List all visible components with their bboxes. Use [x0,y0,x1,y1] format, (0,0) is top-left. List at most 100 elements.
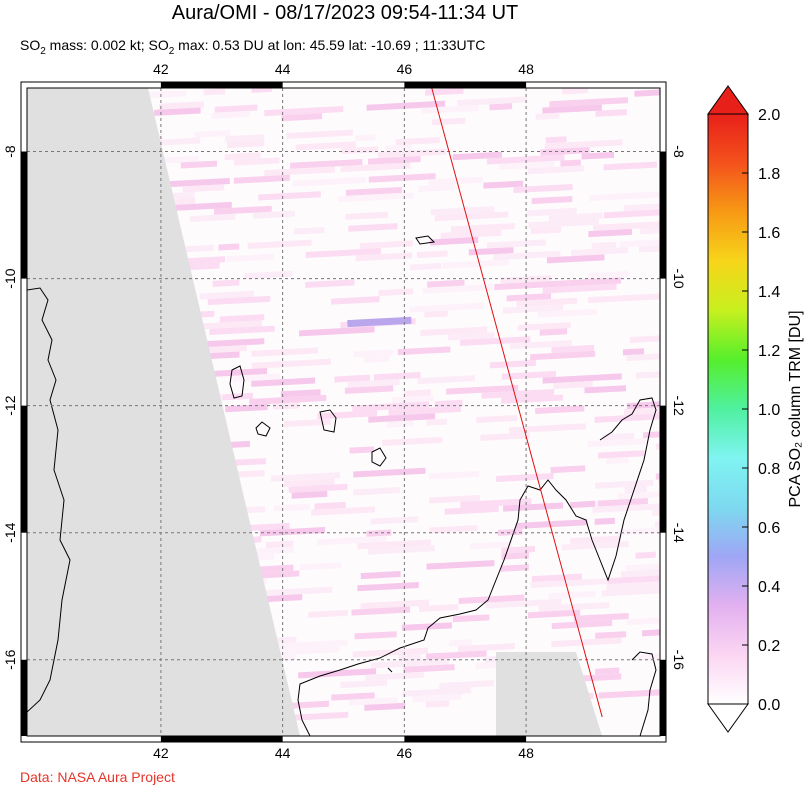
so2-pixel [617,490,660,500]
so2-pixel [251,377,316,387]
chart-subtitle: SO2 mass: 0.002 kt; SO2 max: 0.53 DU at … [20,37,485,57]
so2-pixel [367,545,435,555]
so2-pixel [527,207,577,217]
so2-pixel [637,652,660,661]
so2-pixel [409,302,485,313]
so2-pixel [259,526,325,537]
so2-pixel [530,578,609,589]
so2-pixel [624,486,647,494]
coastline-7 [415,235,436,245]
so2-pixel [620,568,660,578]
so2-pixel [293,226,325,235]
y-tick-label-right--12: -12 [671,396,687,416]
so2-pixel [595,667,620,675]
so2-pixel [233,157,280,166]
colorbar-tick-label-0.8: 0.8 [758,461,780,478]
so2-pixel [535,112,560,120]
so2-pixel [288,483,348,493]
so2-pixel [643,430,660,439]
so2-pixel [416,250,448,259]
so2-pixel [598,450,645,459]
so2-pixel [164,177,230,188]
colorbar-tick-label-0.0: 0.0 [758,697,780,714]
so2-pixel [426,418,448,426]
so2-pixel [486,154,565,165]
so2-pixel [207,295,271,306]
so2-pixel [249,394,327,405]
so2-pixel [359,240,413,250]
so2-pixel [366,100,446,111]
so2-pixel [626,616,660,626]
so2-pixel [443,259,509,269]
colorbar-label: PCA SO₂ column TRM [DU] [787,310,804,507]
so2-pixel [385,144,412,152]
coastline-0 [27,287,71,713]
so2-pixel [347,379,400,388]
so2-pixel [354,631,397,640]
colorbar-tick-label-1.6: 1.6 [758,225,780,242]
y-tick-label-right--10: -10 [671,268,687,288]
so2-pixel [348,223,398,232]
so2-pixel [180,160,218,169]
coastline-6 [371,447,387,467]
so2-pixel [218,243,240,251]
colorbar-max-arrow [707,85,749,115]
so2-pixel [527,165,584,175]
so2-pixel [340,679,388,689]
so2-pixel [516,297,577,307]
so2-pixel [421,104,479,114]
so2-pixel [588,228,632,238]
so2-pixel [271,472,341,482]
so2-pixel [449,639,473,647]
so2-pixel [530,350,596,361]
so2-pixel [635,369,660,379]
so2-pixel [493,250,561,261]
colorbar-tick-label-1.2: 1.2 [758,343,780,360]
so2-pixel [279,711,349,722]
y-tick-label-right--16: -16 [671,650,687,670]
so2-pixel [364,355,390,363]
so2-pixel [290,159,363,169]
so2-pixel [331,296,380,305]
so2-pixel [542,373,622,384]
so2-pixel [485,598,562,609]
so2-pixel [418,184,455,193]
so2-pixel [203,368,268,378]
so2-pixel [595,631,627,639]
so2-pixel [370,516,419,525]
so2-pixel [190,213,236,223]
so2-pixel [542,283,617,294]
so2-pixel [425,88,464,96]
so2-pixel [506,293,552,302]
so2-pixel [252,586,333,597]
frame-segment [21,659,27,736]
so2-pixel [317,535,387,546]
frame-segment [660,151,666,279]
so2-pixel [305,248,381,258]
so2-pixel [535,405,585,414]
so2-pixel [377,148,447,159]
subtitle-sub-1: 2 [40,45,46,57]
so2-pixel [355,134,376,142]
so2-pixel [640,225,660,235]
so2-pixel [251,88,272,93]
so2-pixel [513,183,573,194]
so2-pixel [264,166,335,177]
orbit-track-line [431,88,603,718]
so2-pixel [353,487,401,496]
plot-frame [20,81,667,743]
so2-pixel [331,692,375,701]
so2-pixel [548,590,596,600]
so2-pixel [412,693,462,703]
so2-pixel [209,325,275,336]
so2-pixel [446,384,519,395]
so2-pixel [233,174,290,184]
frame-outer [20,81,667,743]
so2-pixel [162,201,232,212]
so2-pixel [281,113,323,122]
so2-pixel [351,606,411,616]
frame-segment [660,405,666,533]
so2-pixel [598,689,660,699]
colorbar-tick-label-1.4: 1.4 [758,284,780,301]
so2-pixel [538,602,610,612]
